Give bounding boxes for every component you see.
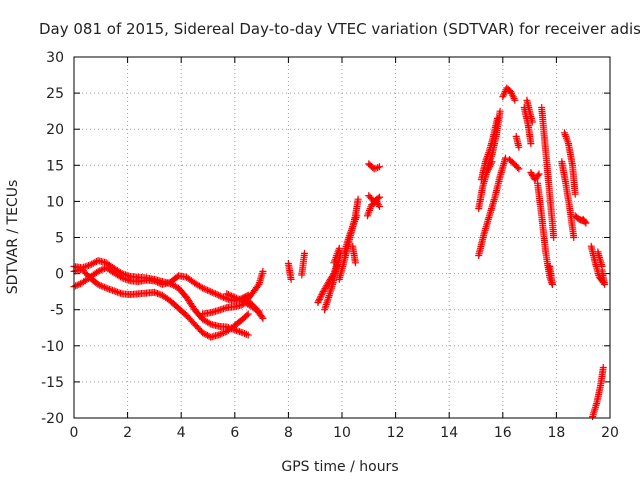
y-tick-label: 5: [55, 231, 64, 247]
scatter-markers: [70, 265, 252, 341]
y-axis-label: SDTVAR / TECUs: [5, 180, 21, 295]
series-arc-16: [365, 192, 383, 205]
x-tick-label: 12: [387, 425, 405, 441]
x-axis-label: GPS time / hours: [281, 459, 398, 475]
x-tick-label: 0: [70, 425, 79, 441]
y-tick-label: 30: [46, 50, 64, 66]
series-arc-37: [594, 248, 606, 270]
y-tick-label: 25: [46, 86, 64, 102]
scatter-markers: [365, 192, 383, 205]
series-arc-21: [484, 107, 504, 169]
scatter-markers: [589, 364, 607, 421]
series-arc-13: [341, 212, 361, 256]
y-tick-label: -20: [41, 411, 64, 427]
series-arc-25: [520, 104, 535, 148]
series-arc-30: [546, 262, 556, 288]
x-tick-label: 10: [333, 425, 351, 441]
series-arc-35: [587, 242, 607, 286]
series-arc-10: [321, 249, 345, 314]
x-tick-label: 16: [494, 425, 512, 441]
series-arc-6: [244, 297, 267, 322]
scatter-markers: [527, 169, 543, 184]
series-arc-3: [70, 265, 252, 341]
x-tick-label: 2: [123, 425, 132, 441]
x-tick-label: 6: [230, 425, 239, 441]
series-arc-31: [558, 158, 578, 241]
series-arc-38: [598, 266, 609, 288]
series-arc-29: [538, 104, 558, 241]
scatter-markers: [587, 242, 607, 286]
series-arc-11: [330, 244, 343, 267]
series-arc-7: [284, 260, 295, 283]
y-tick-label: 0: [55, 267, 64, 283]
scatter-markers: [284, 260, 295, 283]
series-arc-36: [589, 364, 607, 421]
scatter-markers: [520, 104, 535, 148]
y-tick-label: -10: [41, 339, 64, 355]
scatter-markers: [538, 104, 558, 241]
series-arc-17: [365, 160, 383, 173]
x-tick-label: 20: [601, 425, 619, 441]
series-arc-26: [523, 96, 536, 126]
chart-title: Day 081 of 2015, Sidereal Day-to-day VTE…: [39, 20, 640, 38]
y-tick-label: 15: [46, 158, 64, 174]
x-tick-label: 18: [547, 425, 565, 441]
scatter-markers: [365, 160, 383, 173]
series-arc-8: [298, 249, 308, 279]
scatter-markers: [244, 297, 267, 322]
scatter-markers: [560, 129, 579, 198]
scatter-markers: [321, 249, 345, 314]
y-tick-label: 20: [46, 122, 64, 138]
scatter-markers: [594, 248, 606, 270]
series-arc-34: [579, 215, 590, 227]
plot-frame: [73, 56, 611, 419]
scatter-markers: [579, 215, 590, 227]
y-tick-label: 10: [46, 194, 64, 210]
series-arc-14: [349, 242, 359, 267]
y-tick-label: -15: [41, 375, 64, 391]
x-tick-label: 8: [284, 425, 293, 441]
scatter-markers: [546, 262, 556, 288]
scatter-markers: [499, 84, 519, 104]
series-arc-23: [506, 156, 523, 173]
scatter-markers: [475, 154, 509, 259]
series-arc-24: [512, 132, 523, 151]
scatter-markers: [598, 266, 609, 288]
scatter-markers: [341, 212, 361, 256]
scatter-markers: [512, 132, 523, 151]
series-arc-27: [527, 169, 543, 184]
scatter-markers: [484, 107, 504, 169]
scatter-markers: [506, 156, 523, 173]
series-arc-32: [560, 129, 579, 198]
x-tick-label: 4: [177, 425, 186, 441]
scatter-markers: [349, 242, 359, 267]
scatter-markers: [523, 96, 536, 126]
y-tick-labels: -20 -15 -10 -5 0 5 10 15 20 25 30: [41, 50, 64, 427]
x-tick-labels: 0 2 4 6 8 10 12 14 16 18 20: [70, 425, 619, 441]
scatter-markers: [558, 158, 578, 241]
x-tick-label: 14: [440, 425, 458, 441]
series-arc-22: [499, 84, 519, 104]
scatter-markers: [298, 249, 308, 279]
y-tick-label: -5: [50, 303, 64, 319]
data-points: [70, 84, 609, 421]
scatter-markers: [330, 244, 343, 267]
series-arc-18: [475, 154, 509, 259]
